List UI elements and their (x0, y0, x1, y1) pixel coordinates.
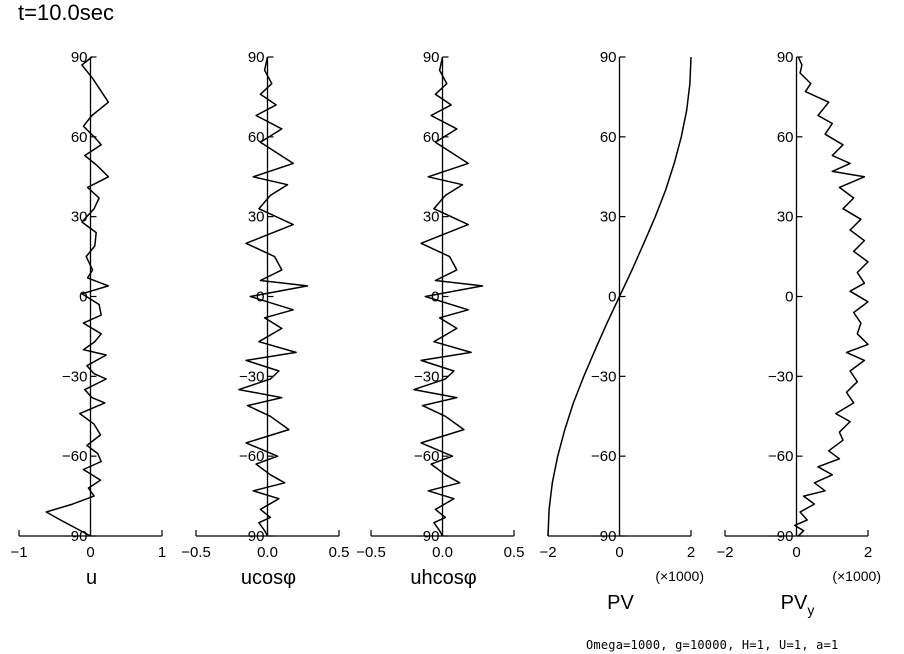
y-tick-label: 90 (71, 49, 88, 66)
x-axis-label: ucosφ (241, 567, 296, 589)
y-tick-label: 30 (248, 209, 265, 226)
x-tick-label: 2 (864, 544, 872, 561)
x-tick-label: 1 (158, 544, 166, 561)
y-tick-label: 0 (608, 289, 616, 306)
y-tick-label: −30 (62, 368, 87, 385)
y-tick-label: −90 (768, 528, 793, 545)
x-tick-label: −2 (539, 544, 556, 561)
x-tick-label: 0.0 (432, 544, 453, 561)
x-axis-label: PV (607, 592, 634, 614)
y-tick-label: −90 (62, 528, 87, 545)
y-tick-label: −30 (239, 368, 264, 385)
x-tick-label: 0.5 (504, 544, 525, 561)
series-line (413, 56, 484, 537)
y-tick-label: 0 (79, 289, 87, 306)
y-tick-label: −60 (239, 448, 264, 465)
y-tick-label: 90 (600, 49, 617, 66)
y-tick-label: 90 (248, 49, 265, 66)
series-line (238, 56, 309, 537)
x-tick-label: 2 (687, 544, 695, 561)
x-axis-label: PVy (781, 592, 815, 618)
x-tick-label: −2 (716, 544, 733, 561)
x-multiplier-label: (×1000) (832, 568, 881, 584)
y-tick-label: −60 (62, 448, 87, 465)
x-axis-label-subscript: y (807, 602, 814, 618)
x-tick-label: −1 (10, 544, 27, 561)
y-tick-label: 60 (71, 129, 88, 146)
y-tick-label: 60 (600, 129, 617, 146)
y-tick-label: −60 (414, 448, 439, 465)
x-tick-label: 0.5 (329, 544, 350, 561)
x-axis-label: u (86, 567, 97, 589)
x-tick-label: 0.0 (257, 544, 278, 561)
page-title: t=10.0sec (18, 0, 115, 25)
y-tick-label: 90 (777, 49, 794, 66)
y-tick-label: −30 (591, 368, 616, 385)
y-tick-label: 30 (777, 209, 794, 226)
x-tick-label: 0 (86, 544, 94, 561)
y-tick-label: −90 (414, 528, 439, 545)
series-line (45, 56, 110, 537)
y-tick-label: 30 (600, 209, 617, 226)
series-line (793, 56, 869, 537)
y-tick-label: −30 (768, 368, 793, 385)
y-tick-label: 30 (71, 209, 88, 226)
y-tick-label: −60 (768, 448, 793, 465)
y-tick-label: −90 (591, 528, 616, 545)
y-tick-label: 0 (256, 289, 264, 306)
y-tick-label: 0 (431, 289, 439, 306)
y-tick-label: 60 (777, 129, 794, 146)
y-tick-label: −90 (239, 528, 264, 545)
x-multiplier-label: (×1000) (655, 568, 704, 584)
parameters-caption: Omega=1000, g=10000, H=1, U=1, a=1 (586, 638, 839, 652)
y-tick-label: 0 (785, 289, 793, 306)
y-tick-label: 90 (423, 49, 440, 66)
x-tick-label: −0.5 (181, 544, 211, 561)
y-tick-label: −30 (414, 368, 439, 385)
y-tick-label: 30 (423, 209, 440, 226)
series-line (547, 56, 692, 537)
x-tick-label: 0 (792, 544, 800, 561)
x-tick-label: 0 (615, 544, 623, 561)
y-tick-label: −60 (591, 448, 616, 465)
x-tick-label: −0.5 (356, 544, 386, 561)
x-axis-label: uhcosφ (410, 567, 476, 589)
